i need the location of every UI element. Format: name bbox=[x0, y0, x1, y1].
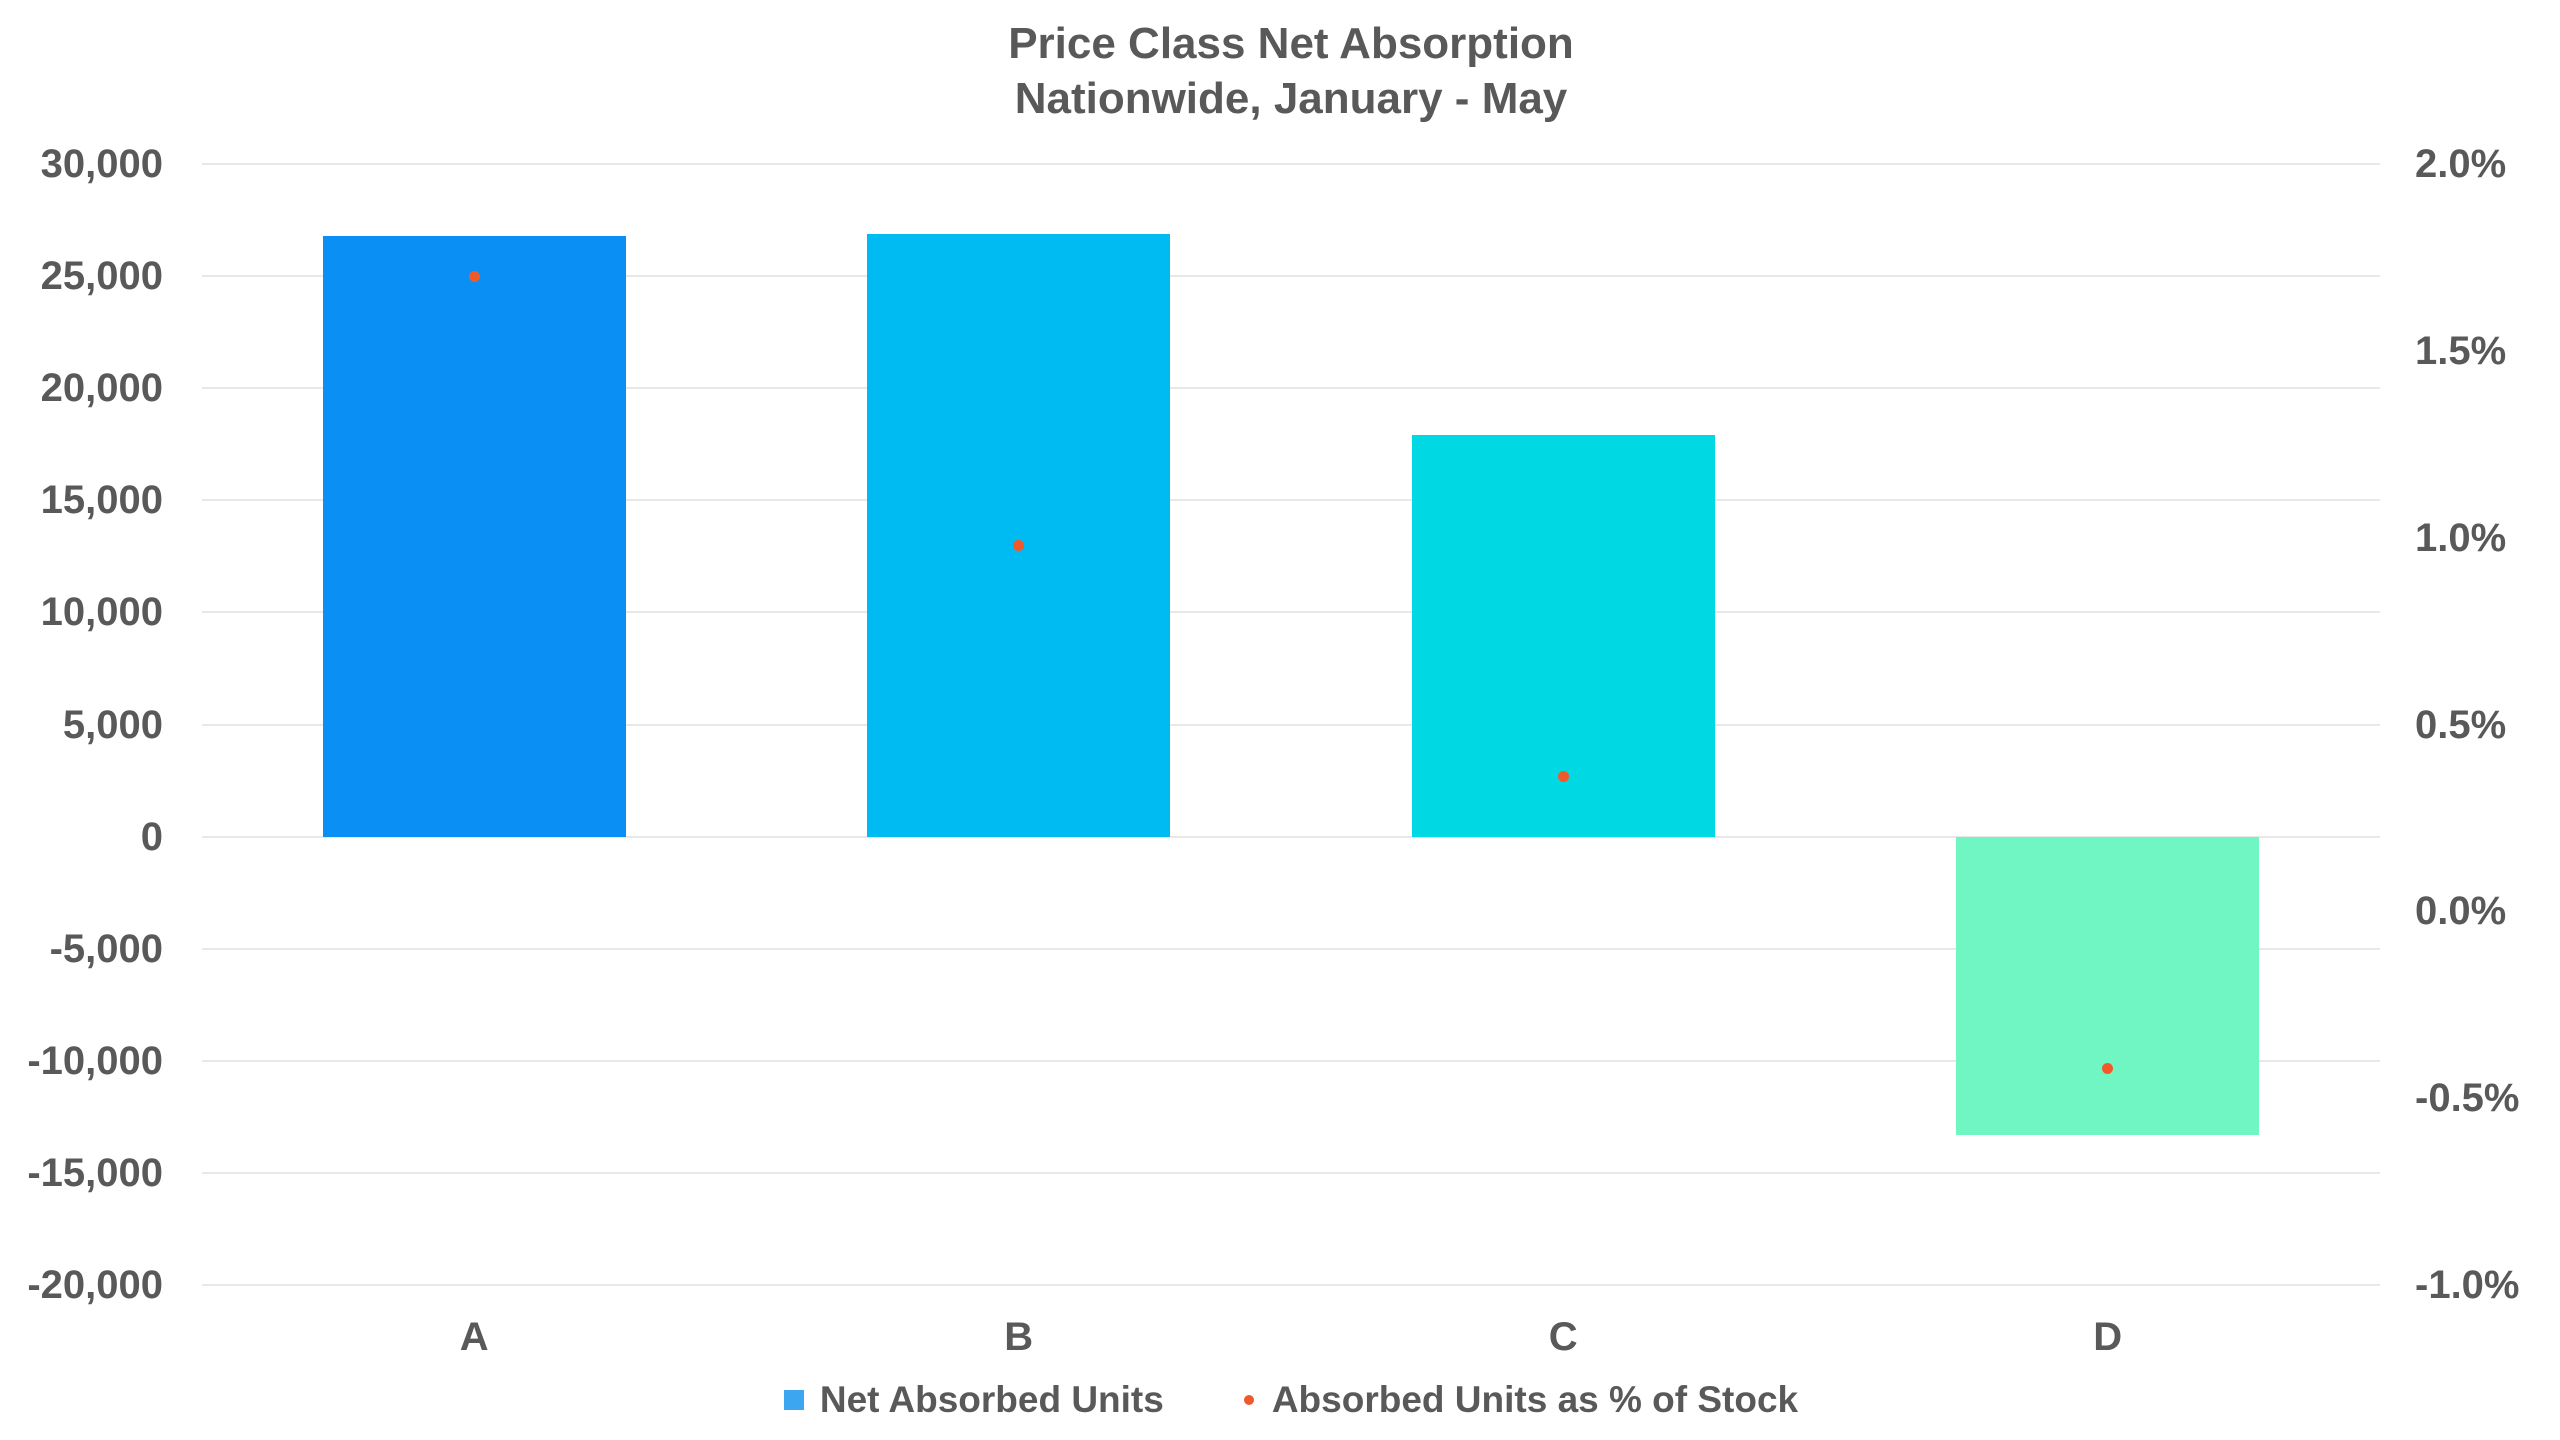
x-axis-category-label: C bbox=[1548, 1315, 1578, 1359]
gridline bbox=[202, 835, 2380, 838]
y-axis-left-tick-label: 25,000 bbox=[40, 254, 163, 299]
legend-bar-label: Net Absorbed Units bbox=[819, 1379, 1164, 1420]
y-axis-left-tick-label: -10,000 bbox=[27, 1038, 163, 1083]
y-axis-left-tick-label: 0 bbox=[140, 814, 163, 859]
y-axis-left-tick-label: -20,000 bbox=[27, 1263, 163, 1307]
chart-title-line2: Nationwide, January - May bbox=[1014, 74, 1568, 123]
bar-A bbox=[322, 235, 626, 837]
legend-item-absorbed-pct-of-stock: Absorbed Units as % of Stock bbox=[1243, 1376, 1799, 1424]
y-axis-left-tick-label: 30,000 bbox=[40, 142, 163, 186]
gridline bbox=[202, 1171, 2380, 1174]
bar-D bbox=[1956, 836, 2260, 1135]
legend-dot-label: Absorbed Units as % of Stock bbox=[1271, 1379, 1799, 1420]
scatter-point-D bbox=[2102, 1062, 2114, 1074]
legend-bar-marker-icon bbox=[783, 1390, 804, 1410]
x-axis-category-label: A bbox=[459, 1315, 489, 1359]
scatter-point-A bbox=[468, 270, 480, 282]
bar-C bbox=[1411, 435, 1715, 837]
y-axis-left-tick-label: -15,000 bbox=[27, 1150, 163, 1195]
chart-title: Price Class Net Absorption Nationwide, J… bbox=[202, 16, 2380, 126]
legend: Net Absorbed Units Absorbed Units as % o… bbox=[202, 1376, 2380, 1424]
legend-item-net-absorbed-units: Net Absorbed Units bbox=[783, 1376, 1164, 1424]
scatter-point-C bbox=[1557, 771, 1569, 783]
y-axis-left-tick-label: 20,000 bbox=[40, 366, 163, 411]
y-axis-left-tick-label: 10,000 bbox=[40, 590, 163, 635]
y-axis-right-tick-label: 1.5% bbox=[2415, 328, 2507, 373]
x-axis-category-label: D bbox=[2093, 1315, 2123, 1359]
scatter-point-B bbox=[1013, 539, 1025, 551]
gridline bbox=[202, 947, 2380, 950]
y-axis-left-tick-label: -5,000 bbox=[49, 926, 163, 971]
chart-title-line1: Price Class Net Absorption bbox=[1008, 19, 1574, 68]
y-axis-left-tick-label: 5,000 bbox=[62, 702, 163, 747]
gridline bbox=[202, 163, 2380, 165]
gridline bbox=[202, 499, 2380, 502]
gridline bbox=[202, 611, 2380, 614]
y-axis-right-tick-label: -0.5% bbox=[2415, 1076, 2520, 1121]
y-axis-right-tick-label: 1.0% bbox=[2415, 515, 2507, 560]
y-axis-right-tick-label: 0.0% bbox=[2415, 889, 2507, 934]
y-axis-right-tick-label: 0.5% bbox=[2415, 702, 2507, 747]
gridline bbox=[202, 723, 2380, 726]
gridline bbox=[202, 1059, 2380, 1062]
y-axis-right-tick-label: 2.0% bbox=[2415, 142, 2507, 186]
bar-B bbox=[867, 233, 1171, 837]
legend-dot-marker-icon bbox=[1243, 1395, 1254, 1405]
gridline bbox=[202, 275, 2380, 278]
y-axis-right-tick-label: -1.0% bbox=[2415, 1263, 2520, 1307]
x-axis-category-label: B bbox=[1004, 1315, 1034, 1359]
gridline bbox=[202, 1284, 2380, 1286]
gridline bbox=[202, 387, 2380, 390]
y-axis-left-tick-label: 15,000 bbox=[40, 478, 163, 523]
